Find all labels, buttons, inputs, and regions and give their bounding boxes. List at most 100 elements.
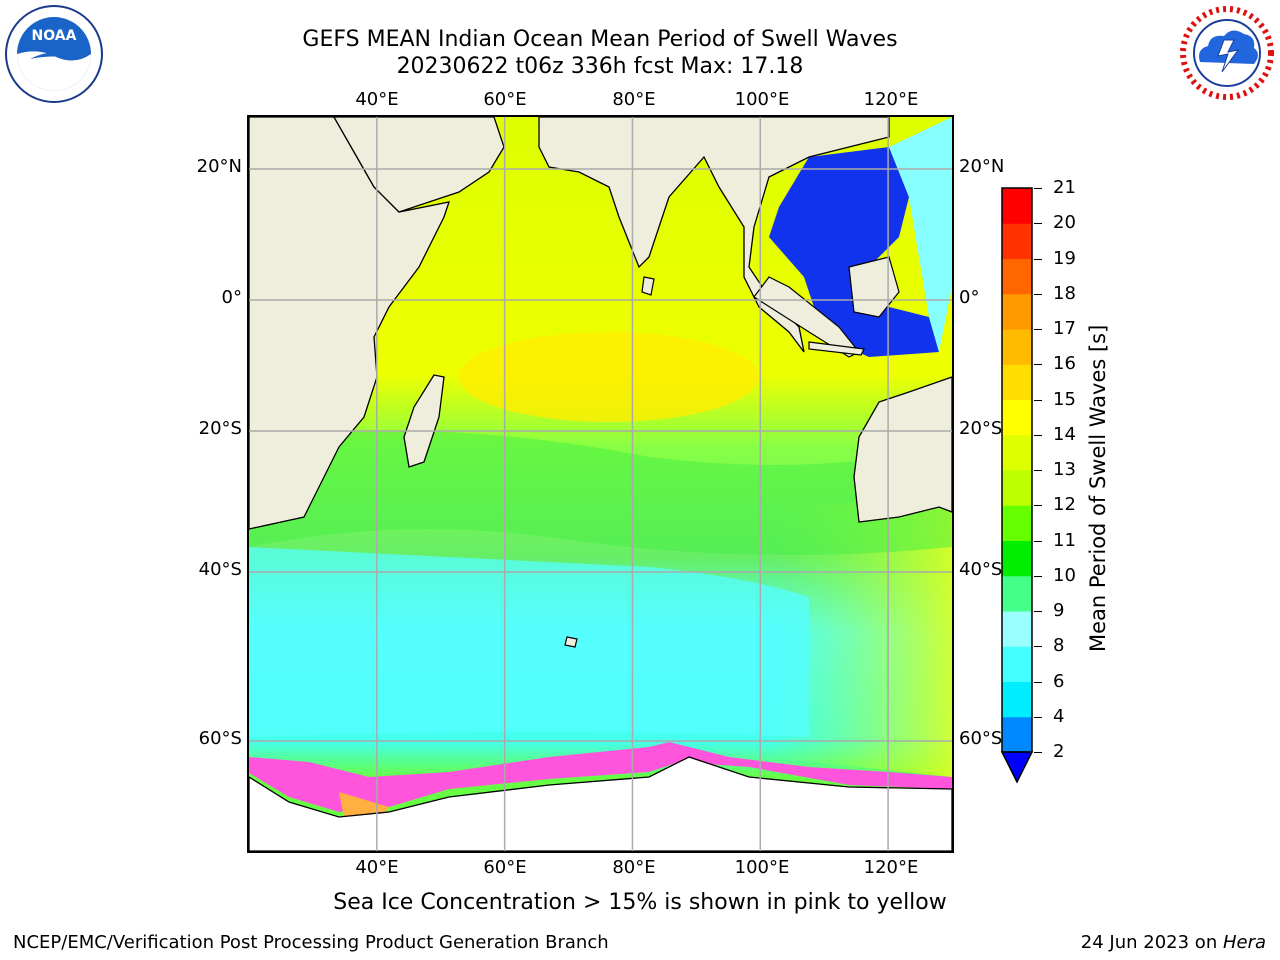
kerguelen (564, 636, 578, 648)
colorbar-tick-12: 12 (1053, 494, 1076, 516)
colorbar-tickmark-21 (1034, 188, 1042, 189)
lon-label-bottom-80: 80°E (612, 857, 656, 878)
colorbar-bin-4 (1002, 681, 1032, 718)
colorbar-tick-13: 13 (1053, 459, 1076, 480)
noaa-logo-text: NOAA (32, 28, 77, 44)
colorbar-bin-15 (1002, 364, 1032, 400)
colorbar-tickmark-19 (1034, 258, 1042, 260)
colorbar-tick-4: 4 (1053, 705, 1065, 727)
lat-label-right-60s: 60°S (959, 728, 1003, 749)
colorbar-bin-6 (1002, 646, 1032, 682)
colorbar-tickmark-9 (1034, 611, 1042, 612)
colorbar-tick-19: 19 (1053, 247, 1076, 269)
colorbar-tickmark-2 (1034, 752, 1042, 753)
sumatra (753, 276, 860, 358)
colorbar-tickmark-15 (1034, 399, 1042, 401)
colorbar-tickmark-6 (1034, 681, 1042, 683)
colorbar-tick-2: 2 (1053, 741, 1065, 762)
madagascar (403, 374, 445, 468)
lat-label-left-60s: 60°S (198, 728, 242, 749)
colorbar-bin-10 (1002, 540, 1032, 577)
sea-ice-band (249, 742, 952, 812)
colorbar-tick-8: 8 (1053, 635, 1065, 657)
colorbar-outline (1001, 187, 1033, 753)
colorbar-bin-14 (1002, 399, 1032, 436)
southern-cyan-band (249, 547, 809, 737)
colorbar-tick-21: 21 (1053, 177, 1076, 198)
java (808, 341, 865, 356)
colorbar-bin-13 (1002, 434, 1032, 471)
noaa-logo: NOAA (5, 5, 103, 103)
colorbar-tickmark-13 (1034, 470, 1042, 471)
india-asia (538, 117, 890, 353)
colorbar-under-arrow (1000, 751, 1034, 784)
colorbar-tickmark-14 (1034, 434, 1042, 436)
colorbar-tickmark-12 (1034, 505, 1042, 507)
colorbar-label: Mean Period of Swell Waves [s] (1086, 324, 1110, 652)
colorbar-bin-8 (1002, 611, 1032, 647)
chart-title: GEFS MEAN Indian Ocean Mean Period of Sw… (302, 27, 898, 52)
colorbar-bin-19 (1002, 223, 1032, 259)
colorbar-tickmark-4 (1034, 716, 1042, 718)
colorbar (1000, 187, 1034, 784)
colorbar-tick-6: 6 (1053, 670, 1065, 692)
colorbar-tick-16: 16 (1053, 353, 1076, 375)
run-date-text: 24 Jun 2023 on (1080, 932, 1223, 953)
lat-label-left-0: 0° (221, 287, 242, 308)
colorbar-tick-17: 17 (1053, 318, 1076, 339)
sea-ice-note: Sea Ice Concentration > 15% is shown in … (333, 890, 947, 915)
central-swell-max (459, 332, 759, 422)
colorbar-tick-20: 20 (1053, 212, 1076, 234)
colorbar-tickmark-16 (1034, 364, 1042, 366)
lon-label-bottom-100: 100°E (734, 857, 790, 878)
producer-credit: NCEP/EMC/Verification Post Processing Pr… (13, 932, 609, 953)
colorbar-bin-17 (1002, 293, 1032, 330)
lon-label-top-80: 80°E (612, 89, 656, 110)
colorbar-bin-18 (1002, 258, 1032, 295)
colorbar-tickmark-10 (1034, 575, 1042, 577)
colorbar-tickmark-18 (1034, 293, 1042, 295)
lon-label-bottom-60: 60°E (483, 857, 527, 878)
australia (853, 376, 952, 523)
lat-label-right-40s: 40°S (959, 559, 1003, 580)
colorbar-tick-15: 15 (1053, 388, 1076, 410)
nws-logo (1180, 6, 1274, 100)
colorbar-bin-11 (1002, 505, 1032, 541)
lat-label-right-20n: 20°N (959, 156, 1005, 177)
lon-label-top-100: 100°E (734, 89, 790, 110)
sri-lanka (641, 276, 655, 296)
map-canvas (249, 117, 952, 851)
lon-label-bottom-120: 120°E (863, 857, 919, 878)
colorbar-tickmark-17 (1034, 329, 1042, 330)
colorbar-bin-16 (1002, 329, 1032, 365)
indonesian-seas (769, 147, 939, 357)
antarctica (249, 756, 952, 851)
borneo (848, 256, 900, 318)
lat-label-left-20s: 20°S (198, 418, 242, 439)
lat-label-left-20n: 20°N (196, 156, 242, 177)
colorbar-tickmark-8 (1034, 646, 1042, 648)
run-date: 24 Jun 2023 on Hera (1081, 932, 1266, 953)
colorbar-bin-9 (1002, 575, 1032, 612)
lat-label-right-0: 0° (959, 287, 980, 308)
colorbar-bin-12 (1002, 470, 1032, 506)
colorbar-tick-11: 11 (1053, 529, 1076, 551)
chart-subtitle: 20230622 t06z 336h fcst Max: 17.18 (396, 54, 804, 79)
graticule (249, 117, 952, 851)
colorbar-tickmark-20 (1034, 223, 1042, 225)
machine-name: Hera (1222, 932, 1266, 953)
lat-label-right-20s: 20°S (959, 418, 1003, 439)
colorbar-tick-10: 10 (1053, 564, 1076, 586)
colorbar-tick-14: 14 (1053, 423, 1076, 445)
lon-label-top-120: 120°E (863, 89, 919, 110)
lon-label-top-40: 40°E (355, 89, 399, 110)
lon-label-bottom-40: 40°E (355, 857, 399, 878)
lon-label-top-60: 60°E (483, 89, 527, 110)
indonesian-seas-edge (889, 117, 952, 352)
colorbar-bin-2 (1002, 716, 1032, 753)
map-panel (247, 115, 954, 853)
east-swell-band (769, 497, 952, 777)
lat-label-left-40s: 40°S (198, 559, 242, 580)
colorbar-tick-18: 18 (1053, 282, 1076, 304)
colorbar-tickmark-11 (1034, 540, 1042, 542)
